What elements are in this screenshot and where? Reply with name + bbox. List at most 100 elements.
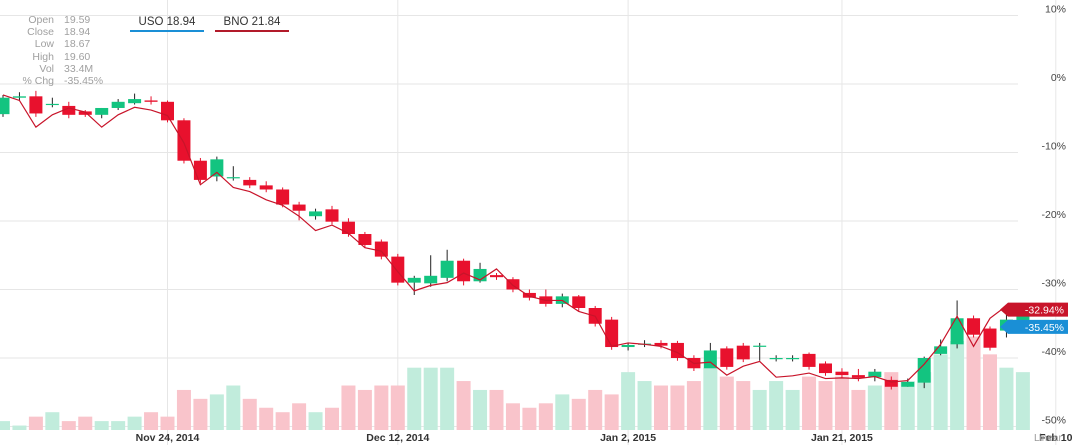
info-value: 19.60 bbox=[64, 50, 91, 63]
candle-body bbox=[193, 160, 207, 180]
info-value: 33.4M bbox=[64, 62, 94, 75]
info-value: -35.45% bbox=[64, 75, 104, 88]
info-label: % Chg bbox=[22, 75, 54, 88]
candle-body bbox=[917, 358, 931, 383]
volume-bars bbox=[0, 336, 1030, 430]
volume-bar bbox=[45, 412, 60, 430]
scale-type-label[interactable]: Linear bbox=[1034, 433, 1062, 444]
y-tick-label: -30% bbox=[1041, 278, 1066, 290]
x-tick-label: Dec 12, 2014 bbox=[366, 432, 429, 444]
candle-body bbox=[703, 350, 717, 369]
candle-body bbox=[819, 363, 832, 374]
last-value-badges: -32.94% -35.45% bbox=[1000, 302, 1068, 334]
volume-bar bbox=[752, 389, 767, 430]
volume-bar bbox=[851, 389, 866, 430]
y-tick-label: -20% bbox=[1041, 209, 1066, 221]
volume-bar bbox=[670, 385, 685, 430]
candle-body bbox=[851, 375, 865, 378]
volume-bar bbox=[950, 341, 965, 430]
legend-uso[interactable]: USO 18.94 bbox=[130, 14, 204, 32]
volume-bar bbox=[785, 389, 800, 430]
candle-body bbox=[572, 296, 586, 308]
volume-bar bbox=[226, 385, 241, 430]
candle-body bbox=[78, 111, 92, 115]
info-row: Vol 33.4M bbox=[4, 63, 103, 75]
candle-body bbox=[12, 96, 26, 98]
volume-bar bbox=[654, 385, 668, 430]
candle-body bbox=[802, 353, 816, 367]
legend-bno-label: BNO 21.84 bbox=[223, 16, 281, 28]
candle-body bbox=[967, 318, 981, 335]
volume-bar bbox=[538, 403, 553, 430]
last-value-label: -32.94% bbox=[1025, 305, 1064, 317]
volume-bar bbox=[127, 416, 142, 430]
volume-bar bbox=[867, 385, 882, 430]
info-value: 18.94 bbox=[64, 26, 91, 39]
volume-bar bbox=[259, 407, 274, 430]
info-row: Open 19.59 bbox=[4, 14, 103, 26]
volume-bar bbox=[292, 403, 307, 430]
volume-bar bbox=[473, 389, 488, 430]
candle-body bbox=[950, 318, 964, 345]
volume-bar bbox=[900, 381, 915, 430]
legend-bno[interactable]: BNO 21.84 bbox=[215, 14, 289, 32]
candle-body bbox=[506, 279, 520, 290]
info-value: 19.59 bbox=[64, 14, 91, 26]
x-tick-label: Feb 10 bbox=[1039, 432, 1072, 444]
volume-bar bbox=[456, 381, 471, 430]
info-label: Open bbox=[28, 14, 54, 26]
volume-bar bbox=[61, 421, 76, 430]
candle-body bbox=[440, 260, 454, 278]
candle-body bbox=[753, 345, 767, 347]
candle-body bbox=[161, 101, 174, 121]
volume-bar bbox=[423, 367, 438, 430]
last-value-badge bbox=[1000, 302, 1068, 317]
candle-body bbox=[1016, 315, 1030, 321]
candle-body bbox=[868, 371, 882, 378]
volume-bar bbox=[637, 381, 652, 430]
volume-bar bbox=[357, 389, 372, 430]
candle-body bbox=[769, 358, 783, 360]
candle-body bbox=[736, 345, 750, 360]
volume-bar bbox=[933, 354, 948, 430]
volume-bar bbox=[505, 403, 520, 430]
candle-body bbox=[259, 185, 273, 190]
candle-body bbox=[835, 371, 849, 376]
candle-body bbox=[934, 346, 948, 354]
legend-bno-underline bbox=[215, 30, 289, 32]
x-tick-label: Jan 21, 2015 bbox=[811, 432, 873, 444]
volume-bar bbox=[440, 367, 455, 430]
volume-bar bbox=[111, 421, 126, 430]
candle-body bbox=[786, 358, 800, 360]
volume-bar bbox=[94, 421, 109, 430]
info-label: Vol bbox=[39, 62, 54, 75]
candle-body bbox=[901, 381, 915, 387]
candle-body bbox=[0, 97, 10, 115]
candle-body bbox=[144, 100, 158, 102]
x-axis: Nov 24, 2014 Dec 12, 2014 Jan 2, 2015 Jan 2… bbox=[136, 432, 1073, 444]
candle-body bbox=[95, 107, 109, 115]
candle-body bbox=[407, 277, 421, 283]
volume-bar bbox=[489, 389, 504, 430]
candle-body bbox=[391, 256, 405, 283]
volume-bar bbox=[834, 376, 849, 430]
candle-body bbox=[243, 179, 257, 186]
candle-body bbox=[424, 275, 438, 284]
candle-body bbox=[309, 211, 323, 217]
y-tick-label: -50% bbox=[1041, 415, 1066, 427]
candle-body bbox=[621, 344, 635, 348]
volume-bar bbox=[209, 394, 224, 430]
info-value: 18.67 bbox=[64, 38, 91, 51]
candle-body bbox=[522, 292, 536, 298]
candle-body bbox=[210, 159, 224, 177]
candle-body bbox=[292, 204, 306, 211]
candle-body bbox=[884, 379, 898, 387]
candle-body bbox=[45, 103, 59, 106]
last-value-badge bbox=[1000, 319, 1068, 334]
candle-body bbox=[490, 275, 503, 278]
volume-bar bbox=[176, 389, 191, 430]
y-tick-label: -40% bbox=[1041, 346, 1066, 358]
bno-line-path bbox=[2, 94, 1024, 383]
info-row: Close 18.94 bbox=[4, 26, 103, 38]
